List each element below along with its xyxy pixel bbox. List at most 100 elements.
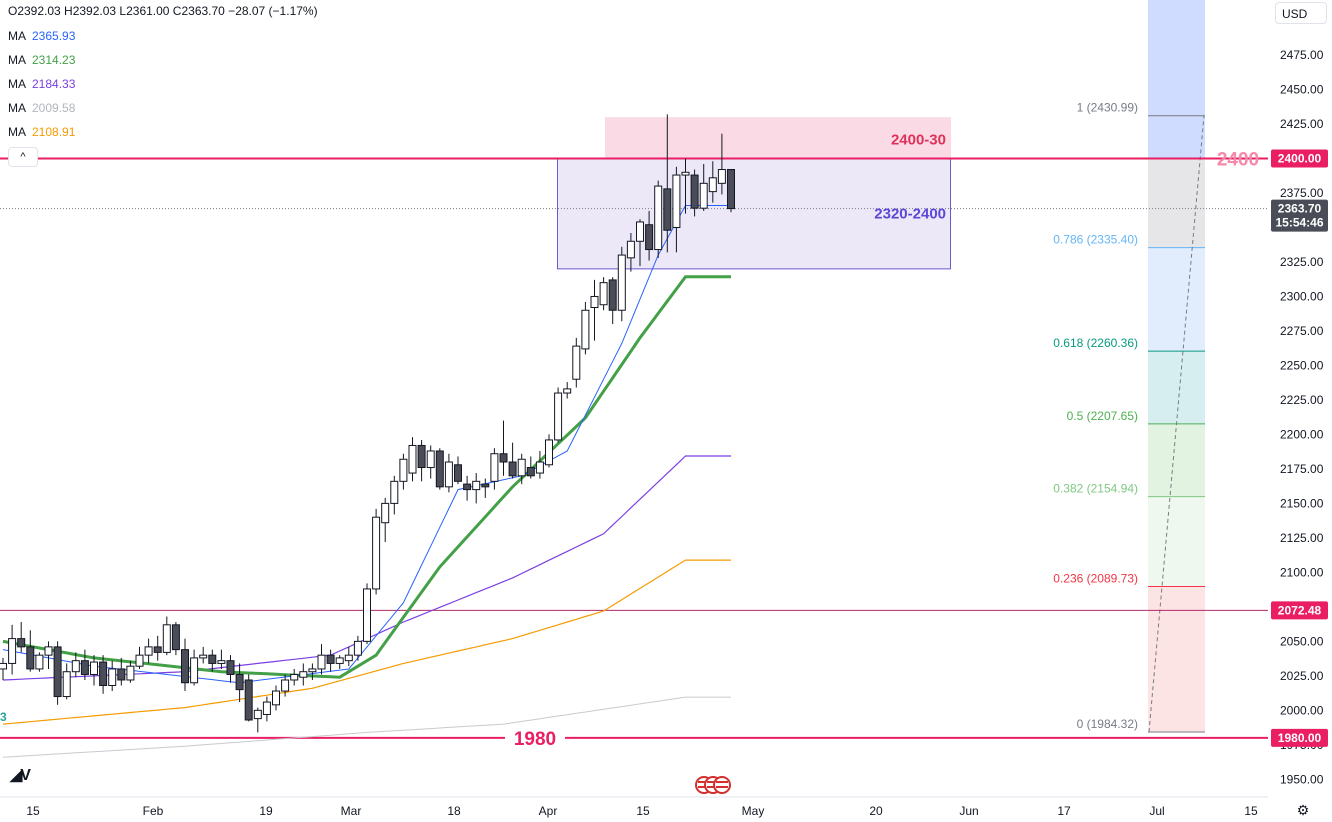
candle-body[interactable] <box>472 480 481 491</box>
candle-body[interactable] <box>181 649 189 684</box>
candle-body[interactable] <box>99 661 108 687</box>
candle-body[interactable] <box>235 673 244 691</box>
ma-value: 2108.91 <box>32 125 76 139</box>
candle-body[interactable] <box>0 662 7 670</box>
candle-body[interactable] <box>654 185 663 251</box>
candle-body[interactable] <box>171 624 180 651</box>
currency-selector[interactable]: USD <box>1275 2 1327 24</box>
zone-2320-2400-rect[interactable] <box>557 158 951 270</box>
zone-2400-30-rect[interactable] <box>605 117 951 159</box>
candle-body[interactable] <box>153 646 162 653</box>
candle-body[interactable] <box>563 388 572 394</box>
candle-body[interactable] <box>444 461 453 488</box>
candle-body[interactable] <box>481 483 490 488</box>
collapse-legend-button[interactable]: ^ <box>8 147 38 167</box>
candle-body[interactable] <box>117 668 126 681</box>
candle-body[interactable] <box>44 646 53 656</box>
candle-body[interactable] <box>426 450 435 469</box>
candle-body[interactable] <box>217 660 226 664</box>
us-event-flag-icon[interactable] <box>713 776 731 794</box>
candle-body[interactable] <box>372 516 381 590</box>
candle-body[interactable] <box>672 174 681 228</box>
candle-body[interactable] <box>617 254 626 311</box>
candle-body[interactable] <box>645 224 654 251</box>
candle-body[interactable] <box>417 444 426 469</box>
candle-body[interactable] <box>80 660 89 675</box>
time-tick-label: Apr <box>539 804 558 818</box>
gear-icon[interactable]: ⚙ <box>1296 802 1310 818</box>
candle-body[interactable] <box>435 450 444 488</box>
price-tick-label: 2425.00 <box>1280 117 1324 131</box>
candle-body[interactable] <box>108 668 117 687</box>
candle-body[interactable] <box>363 588 371 642</box>
candle-body[interactable] <box>299 671 308 678</box>
candle-body[interactable] <box>226 660 235 675</box>
candle-body[interactable] <box>590 295 599 308</box>
candle-body[interactable] <box>381 502 390 524</box>
candle-body[interactable] <box>663 188 672 231</box>
time-tick-label: 20 <box>869 804 883 818</box>
candle-body[interactable] <box>572 345 581 380</box>
candle-body[interactable] <box>499 453 508 463</box>
candle-body[interactable] <box>162 624 171 653</box>
price-badge-1980[interactable] <box>1271 728 1328 747</box>
candle-body[interactable] <box>199 654 208 659</box>
candle-body[interactable] <box>326 654 335 664</box>
candle-body[interactable] <box>290 673 299 681</box>
candle-body[interactable] <box>71 660 80 673</box>
candle-body[interactable] <box>262 701 271 715</box>
candle-body[interactable] <box>353 640 362 656</box>
candle-body[interactable] <box>335 657 344 664</box>
candle-body[interactable] <box>608 279 617 311</box>
candle-body[interactable] <box>35 654 44 670</box>
candle-body[interactable] <box>144 646 153 656</box>
candle-body[interactable] <box>62 671 71 698</box>
candle-body[interactable] <box>545 439 553 466</box>
tradingview-logo[interactable]: ◢V <box>10 767 31 784</box>
candle-body[interactable] <box>454 464 462 482</box>
candle-body[interactable] <box>490 453 499 482</box>
candle-body[interactable] <box>681 171 690 176</box>
candle-body[interactable] <box>508 461 517 477</box>
price-badge-2072[interactable] <box>1271 601 1328 620</box>
candle-body[interactable] <box>308 668 317 673</box>
candle-body[interactable] <box>26 646 35 670</box>
candle-body[interactable] <box>708 177 717 193</box>
candle-body[interactable] <box>8 638 17 664</box>
candle-body[interactable] <box>281 679 290 692</box>
candle-body[interactable] <box>135 654 144 667</box>
candle-body[interactable] <box>272 690 280 706</box>
candle-body[interactable] <box>717 169 726 184</box>
candle-body[interactable] <box>190 657 199 684</box>
candle-body[interactable] <box>399 458 408 482</box>
price-axis-background[interactable] <box>1268 0 1332 822</box>
candle-body[interactable] <box>53 646 62 698</box>
candle-body[interactable] <box>727 168 735 210</box>
candle-body[interactable] <box>581 309 590 350</box>
candle-body[interactable] <box>690 174 699 209</box>
candle-body[interactable] <box>526 467 535 477</box>
candle-body[interactable] <box>636 221 644 242</box>
price-badge-last[interactable] <box>1271 199 1328 232</box>
candle-body[interactable] <box>517 458 526 477</box>
price-badge-2400[interactable] <box>1271 149 1328 168</box>
ma-legend-row: MA 2184.33 <box>8 75 75 93</box>
candle-body[interactable] <box>554 392 563 441</box>
candle-body[interactable] <box>408 444 417 474</box>
fib-level-label: 0.236 (2089.73) <box>1053 572 1138 586</box>
candle-body[interactable] <box>126 665 135 681</box>
candle-body[interactable] <box>90 661 98 675</box>
candle-body[interactable] <box>208 654 217 664</box>
candle-body[interactable] <box>317 654 326 670</box>
candle-body[interactable] <box>626 240 635 259</box>
candle-body[interactable] <box>535 461 544 474</box>
candle-body[interactable] <box>253 709 262 720</box>
candle-body[interactable] <box>390 480 399 504</box>
candle-body[interactable] <box>599 282 608 306</box>
candle-body[interactable] <box>17 638 26 648</box>
candle-body[interactable] <box>463 483 472 491</box>
candle-body[interactable] <box>344 654 353 662</box>
candle-body[interactable] <box>244 679 253 721</box>
candle-body[interactable] <box>699 182 708 209</box>
